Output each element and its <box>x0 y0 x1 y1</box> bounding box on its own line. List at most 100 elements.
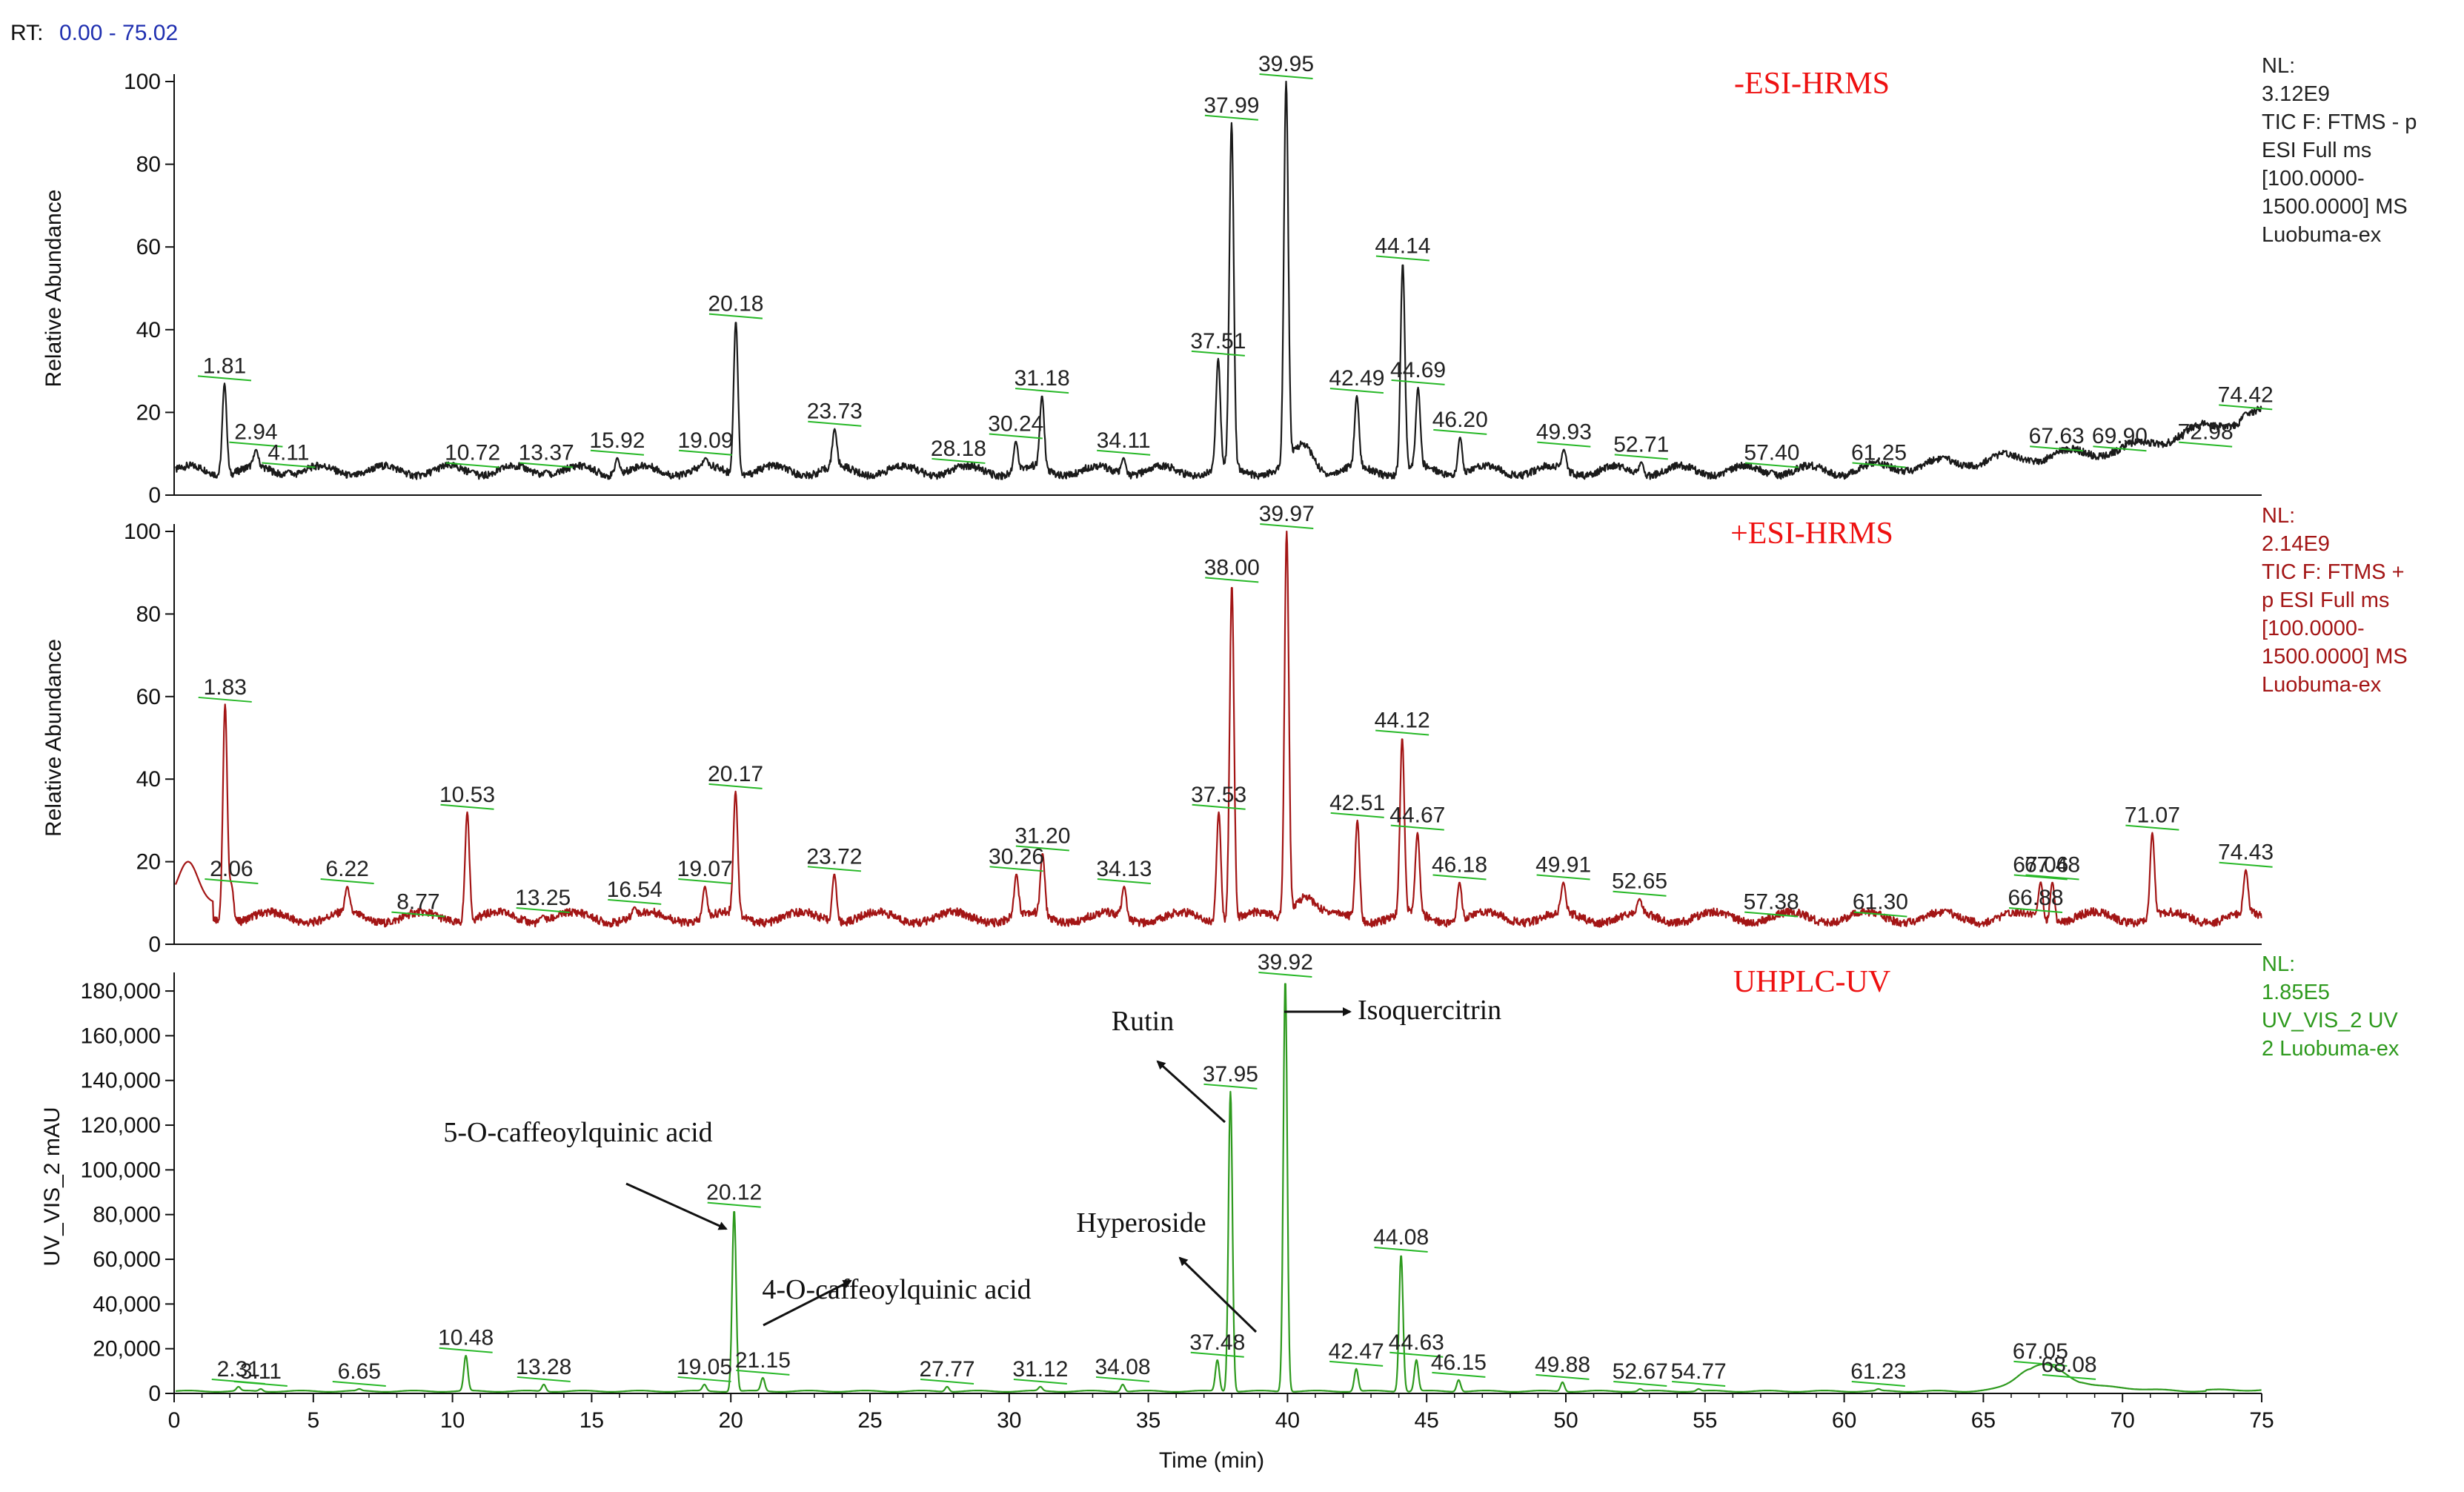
peak-marker <box>1375 729 1429 736</box>
peak-marker <box>320 878 374 885</box>
trace-pos <box>174 530 2262 928</box>
panel-uv: 0 20,000 40,000 60,000 80,000 100,000 120,000 1… <box>40 950 2400 1406</box>
peak-marker <box>678 449 733 456</box>
peak-marker <box>677 1376 731 1382</box>
peak-label: 44.69 <box>1390 358 1446 382</box>
peak-marker <box>1015 388 1069 394</box>
peak-label: 57.40 <box>1744 441 1799 465</box>
peak-label: 2.31 <box>217 1357 260 1382</box>
peak-label: 20.17 <box>708 762 763 786</box>
peak-label: 2.94 <box>234 420 277 445</box>
peak-label: 19.05 <box>677 1355 732 1379</box>
peak-marker <box>1192 803 1246 810</box>
peak-marker <box>1390 824 1444 831</box>
y-tick-label: 80 <box>136 153 161 177</box>
peak-label: 21.15 <box>735 1348 791 1373</box>
peak-label: 44.63 <box>1389 1330 1444 1355</box>
peak-marker <box>1375 255 1429 262</box>
peak-marker <box>445 462 499 468</box>
peak-label: 31.12 <box>1012 1357 1068 1382</box>
peak-label: 34.11 <box>1097 428 1151 453</box>
panel-info-line: NL: <box>2262 54 2295 78</box>
peak-label: 19.07 <box>677 857 733 881</box>
peak-marker <box>1097 449 1151 456</box>
peak-marker <box>229 441 283 448</box>
peak-marker <box>1853 911 1907 918</box>
peak-label: 31.18 <box>1015 366 1070 391</box>
peak-marker <box>2008 907 2063 914</box>
peak-label: 6.22 <box>325 857 368 881</box>
peak-marker <box>708 783 763 789</box>
peak-label: 13.25 <box>515 886 571 910</box>
peak-marker <box>1260 523 1314 529</box>
y-tick-label: 40 <box>136 318 161 342</box>
panel-pos: 0 20 40 60 80 100 Relative Abundance 1.83 2.06 6.… <box>41 502 2408 957</box>
peak-label: 49.88 <box>1535 1353 1590 1377</box>
y-tick-label: 20 <box>136 850 161 875</box>
peak-marker <box>2025 874 2079 881</box>
y-tick-label: 40,000 <box>93 1292 161 1316</box>
y-tick-label: 160,000 <box>81 1024 161 1048</box>
peak-marker <box>2013 1360 2068 1367</box>
peak-marker <box>197 375 252 382</box>
peak-label: 15.92 <box>589 428 645 453</box>
peak-label: 23.72 <box>806 844 862 869</box>
y-tick-label: 80,000 <box>93 1203 161 1227</box>
peak-marker <box>516 907 570 914</box>
y-tick-label: 20,000 <box>93 1337 161 1362</box>
y-tick-label: 0 <box>148 483 161 508</box>
peak-label: 28.18 <box>931 437 986 461</box>
y-tick-label: 100 <box>124 70 161 94</box>
peak-marker <box>1432 1371 1486 1378</box>
y-tick-label: 0 <box>148 932 161 957</box>
peak-label: 52.67 <box>1613 1359 1668 1384</box>
peak-marker <box>1190 1351 1244 1358</box>
peak-marker <box>708 313 763 319</box>
peak-label: 67.48 <box>2025 852 2080 877</box>
y-tick-label: 60,000 <box>93 1247 161 1272</box>
peak-label: 54.77 <box>1671 1359 1727 1384</box>
peak-marker <box>439 1347 493 1353</box>
peak-label: 34.13 <box>1096 857 1152 881</box>
y-tick-label: 60 <box>136 685 161 709</box>
peak-marker <box>1614 454 1668 460</box>
peak-label: 37.95 <box>1203 1062 1258 1087</box>
x-tick-label: 15 <box>580 1408 604 1433</box>
peak-label: 61.30 <box>1853 890 1908 915</box>
panel-info-line: 3.12E9 <box>2262 82 2330 106</box>
peak-marker <box>517 1376 571 1382</box>
annotation-label: 5-O-caffeoylquinic acid <box>443 1117 712 1148</box>
peak-label: 30.26 <box>989 844 1044 869</box>
y-axis-label: Relative Abundance <box>41 190 66 388</box>
panel-info-line: 2.14E9 <box>2262 532 2330 556</box>
peak-marker <box>2179 441 2233 448</box>
peak-marker <box>2042 1373 2096 1380</box>
peak-label: 49.91 <box>1535 852 1591 877</box>
peak-marker <box>1391 379 1445 385</box>
peak-label: 44.08 <box>1373 1225 1429 1250</box>
peak-marker <box>807 866 862 872</box>
x-axis: 0 5 10 15 20 25 30 35 40 45 50 55 60 65 70 75 <box>168 1393 2274 1433</box>
x-tick-label: 60 <box>1832 1408 1856 1433</box>
y-tick-label: 180,000 <box>81 979 161 1004</box>
panel-info-line: 2 Luobuma-ex <box>2262 1037 2400 1061</box>
peak-label: 2.06 <box>210 857 253 881</box>
peak-label: 44.14 <box>1375 234 1430 259</box>
rt-range: 0.00 - 75.02 <box>59 21 178 45</box>
x-tick-label: 20 <box>719 1408 743 1433</box>
peak-marker <box>1852 462 1906 468</box>
x-tick-label: 0 <box>168 1408 181 1433</box>
peak-label: 20.18 <box>708 292 763 316</box>
y-tick-label: 60 <box>136 235 161 259</box>
x-tick-label: 25 <box>857 1408 882 1433</box>
peak-marker <box>1613 1380 1667 1387</box>
peak-marker <box>920 1378 974 1385</box>
peak-label: 67.05 <box>2013 1339 2068 1364</box>
peak-marker <box>808 420 862 427</box>
annotation-label: 4-O-caffeoylquinic acid <box>762 1274 1031 1305</box>
panel-info-line: TIC F: FTMS + <box>2262 560 2405 584</box>
peak-label: 46.15 <box>1431 1350 1487 1375</box>
x-axis-label: Time (min) <box>1159 1448 1264 1473</box>
peak-label: 1.83 <box>204 675 247 700</box>
peak-label: 42.47 <box>1329 1339 1384 1364</box>
